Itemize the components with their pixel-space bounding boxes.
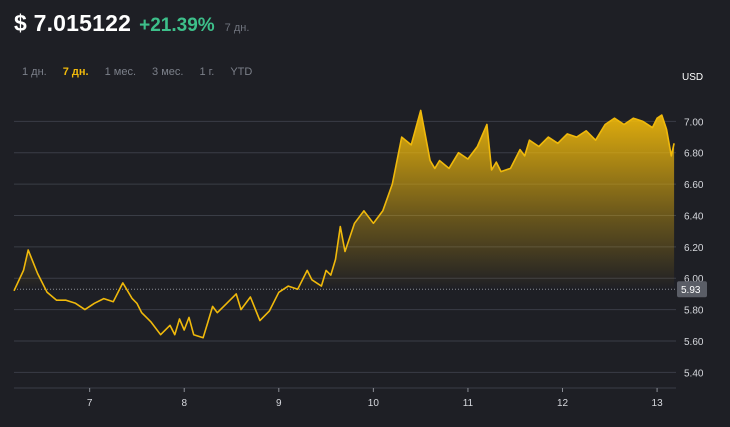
price-header: $ 7.015122 +21.39% 7 дн.	[14, 10, 249, 37]
series-line	[13, 109, 675, 339]
x-tick-label: 7	[87, 398, 93, 409]
tab-1d[interactable]: 1 дн.	[22, 66, 47, 78]
y-tick-label: 6.00	[684, 274, 704, 285]
y-tick-label: 6.40	[684, 211, 704, 222]
current-price: $ 7.015122	[14, 10, 132, 36]
baseline-label: 5.93	[681, 285, 701, 296]
x-tick-label: 12	[557, 398, 569, 409]
y-tick-label: 5.40	[684, 368, 704, 379]
x-tick-label: 9	[276, 398, 282, 409]
x-tick-label: 13	[652, 398, 664, 409]
tab-7d[interactable]: 7 дн.	[62, 66, 89, 78]
x-tick-label: 10	[368, 398, 380, 409]
y-tick-label: 5.80	[684, 306, 704, 317]
tab-ytd[interactable]: YTD	[230, 66, 253, 78]
x-tick-label: 11	[463, 398, 474, 409]
x-tick-label: 8	[181, 398, 187, 409]
tab-1y[interactable]: 1 г.	[199, 66, 215, 78]
y-axis-unit: USD	[682, 72, 703, 83]
tab-3m[interactable]: 3 мес.	[152, 66, 184, 78]
y-tick-label: 6.60	[684, 180, 704, 191]
change-period: 7 дн.	[224, 22, 250, 34]
y-tick-label: 6.20	[684, 243, 704, 254]
tab-1m[interactable]: 1 мес.	[104, 66, 137, 78]
y-tick-label: 5.60	[684, 337, 704, 348]
range-tabs: 1 дн. 7 дн. 1 мес. 3 мес. 1 г. YTD	[22, 66, 268, 78]
baseline-label-box	[677, 281, 707, 298]
price-change: +21.39%	[139, 15, 215, 36]
series-area	[14, 110, 675, 290]
y-tick-label: 7.00	[684, 117, 704, 128]
y-tick-label: 6.80	[684, 149, 704, 160]
